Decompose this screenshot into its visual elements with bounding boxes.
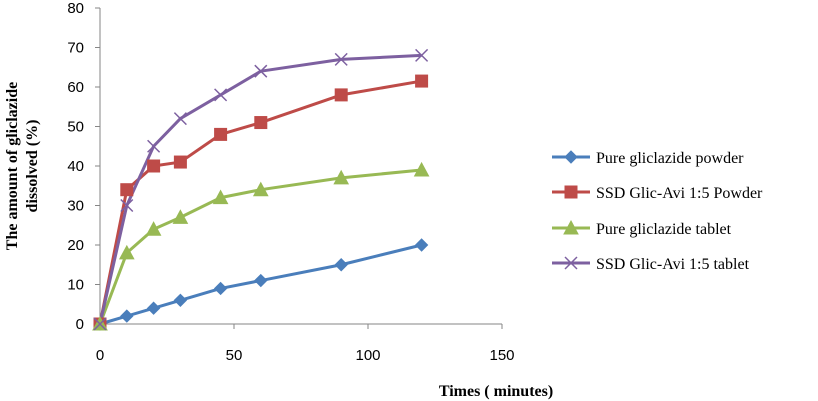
data-point-series-3: [252, 181, 269, 197]
data-point-series-1: [213, 281, 228, 296]
data-point-series-2: [173, 155, 187, 169]
y-tick-label: 50: [67, 119, 84, 136]
data-point-series-4: [415, 48, 429, 62]
data-point-series-3: [118, 244, 135, 260]
x-ticks: 0 50 100 150: [96, 324, 515, 364]
legend: Pure gliclazide powder SSD Glic-Avi 1:5 P…: [552, 150, 763, 273]
data-point-series-1: [414, 238, 429, 252]
y-tick-label: 30: [67, 198, 84, 215]
data-point-series-3: [212, 189, 229, 205]
data-point-series-1: [334, 258, 348, 272]
x-axis-title: Times ( minutes): [439, 383, 553, 400]
legend-marker: [563, 219, 579, 235]
data-point-series-4: [93, 317, 107, 331]
data-point-series-2: [334, 88, 348, 102]
data-point-series-2: [120, 183, 134, 197]
series-line-3: [98, 168, 422, 325]
data-point-series-2: [254, 116, 268, 130]
y-tick-label: 20: [67, 237, 84, 254]
data-point-series-3: [413, 161, 430, 177]
data-point-series-4: [120, 198, 134, 213]
legend-marker: [564, 185, 578, 199]
x-tick-label: 150: [489, 347, 514, 364]
y-tick-label: 40: [67, 158, 84, 175]
x-tick-label: 100: [355, 347, 380, 364]
y-tick-label: 70: [67, 40, 84, 57]
series-markers: [92, 48, 430, 331]
legend-label: SSD Glic-Avi 1:5 tablet: [596, 256, 750, 273]
data-point-series-4: [214, 88, 228, 102]
data-point-series-2: [415, 74, 429, 88]
legend-marker: [564, 150, 578, 164]
data-point-series-4: [254, 64, 268, 78]
data-point-series-4: [147, 139, 161, 153]
x-tick-label: 0: [96, 347, 104, 364]
y-tick-label: 0: [76, 316, 84, 333]
data-point-series-4: [334, 52, 348, 66]
legend-label: Pure gliclazide powder: [596, 150, 744, 167]
data-point-series-1: [146, 301, 161, 315]
y-ticks: 0 10 20 30 40 50 60 70 80: [67, 0, 100, 333]
data-point-series-3: [172, 209, 189, 224]
legend-label: SSD Glic-Avi 1:5 Powder: [596, 185, 763, 202]
data-point-series-1: [254, 273, 268, 288]
legend-marker: [564, 256, 578, 270]
y-tick-label: 80: [67, 0, 84, 17]
y-axis-title-line-2: dissolved (%): [24, 120, 41, 213]
data-point-series-2: [147, 159, 161, 173]
y-tick-label: 10: [67, 277, 84, 294]
y-tick-label: 60: [67, 79, 84, 96]
data-point-series-3: [333, 169, 350, 185]
x-tick-label: 50: [226, 347, 243, 364]
data-point-series-3: [145, 221, 162, 236]
y-axis-title: The amount of gliclazide: [4, 82, 21, 250]
data-point-series-2: [214, 127, 228, 141]
data-point-series-4: [173, 112, 187, 126]
legend-label: Pure gliclazide tablet: [596, 221, 732, 238]
data-point-series-1: [173, 293, 188, 308]
data-point-series-1: [120, 309, 134, 323]
